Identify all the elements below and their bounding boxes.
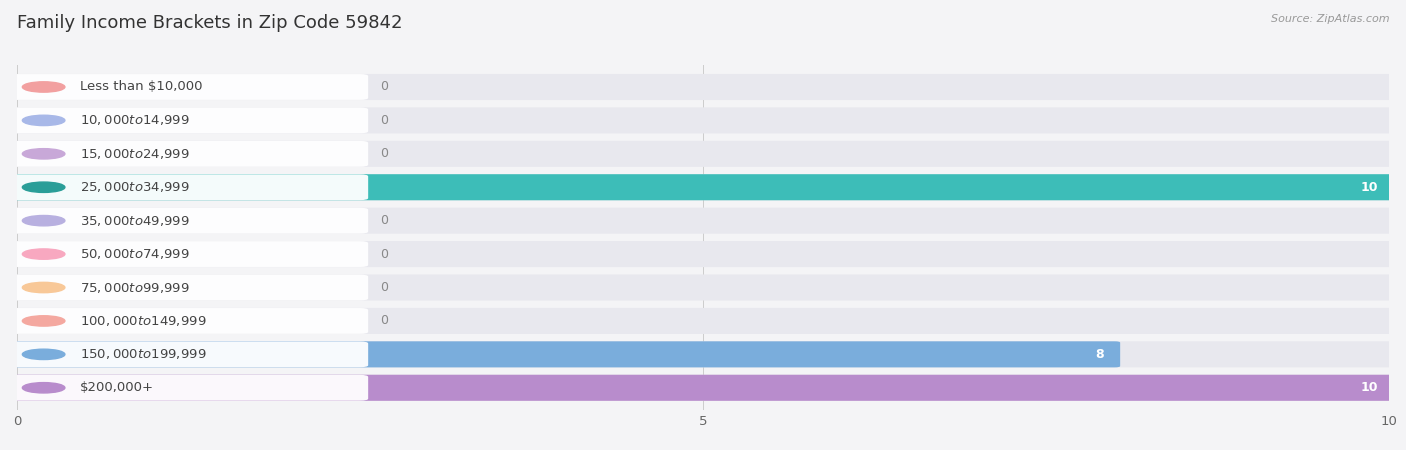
FancyBboxPatch shape <box>8 74 368 100</box>
FancyBboxPatch shape <box>11 108 1395 134</box>
FancyBboxPatch shape <box>11 207 1395 234</box>
FancyBboxPatch shape <box>11 174 1395 200</box>
Circle shape <box>22 182 65 193</box>
FancyBboxPatch shape <box>8 174 368 200</box>
Text: $25,000 to $34,999: $25,000 to $34,999 <box>80 180 190 194</box>
Circle shape <box>22 148 65 159</box>
FancyBboxPatch shape <box>11 341 1121 367</box>
Text: $15,000 to $24,999: $15,000 to $24,999 <box>80 147 190 161</box>
Circle shape <box>22 382 65 393</box>
FancyBboxPatch shape <box>8 274 368 301</box>
FancyBboxPatch shape <box>11 241 1395 267</box>
FancyBboxPatch shape <box>11 341 1395 367</box>
Circle shape <box>22 249 65 259</box>
FancyBboxPatch shape <box>8 108 368 133</box>
FancyBboxPatch shape <box>8 375 368 400</box>
Text: 0: 0 <box>381 147 388 160</box>
FancyBboxPatch shape <box>8 141 368 166</box>
FancyBboxPatch shape <box>8 342 368 367</box>
Text: 10: 10 <box>1361 381 1378 394</box>
Text: Family Income Brackets in Zip Code 59842: Family Income Brackets in Zip Code 59842 <box>17 14 402 32</box>
FancyBboxPatch shape <box>8 308 368 334</box>
Text: 0: 0 <box>381 81 388 94</box>
Text: $10,000 to $14,999: $10,000 to $14,999 <box>80 113 190 127</box>
Text: 8: 8 <box>1095 348 1104 361</box>
Text: 0: 0 <box>381 281 388 294</box>
Text: $35,000 to $49,999: $35,000 to $49,999 <box>80 214 190 228</box>
Circle shape <box>22 216 65 226</box>
FancyBboxPatch shape <box>11 375 1395 401</box>
FancyBboxPatch shape <box>11 141 1395 167</box>
Circle shape <box>22 115 65 126</box>
FancyBboxPatch shape <box>8 208 368 234</box>
Text: Less than $10,000: Less than $10,000 <box>80 81 202 94</box>
Text: 0: 0 <box>381 114 388 127</box>
Circle shape <box>22 82 65 92</box>
Text: 0: 0 <box>381 214 388 227</box>
Circle shape <box>22 349 65 360</box>
Text: $200,000+: $200,000+ <box>80 381 155 394</box>
Circle shape <box>22 282 65 292</box>
Text: 0: 0 <box>381 315 388 328</box>
Text: $75,000 to $99,999: $75,000 to $99,999 <box>80 280 190 294</box>
Text: 0: 0 <box>381 248 388 261</box>
Circle shape <box>22 316 65 326</box>
FancyBboxPatch shape <box>11 308 1395 334</box>
FancyBboxPatch shape <box>11 174 1395 200</box>
Text: $50,000 to $74,999: $50,000 to $74,999 <box>80 247 190 261</box>
FancyBboxPatch shape <box>11 74 1395 100</box>
Text: Source: ZipAtlas.com: Source: ZipAtlas.com <box>1271 14 1389 23</box>
FancyBboxPatch shape <box>11 375 1395 401</box>
Text: $150,000 to $199,999: $150,000 to $199,999 <box>80 347 207 361</box>
FancyBboxPatch shape <box>11 274 1395 301</box>
Text: 10: 10 <box>1361 181 1378 194</box>
Text: $100,000 to $149,999: $100,000 to $149,999 <box>80 314 207 328</box>
FancyBboxPatch shape <box>8 241 368 267</box>
